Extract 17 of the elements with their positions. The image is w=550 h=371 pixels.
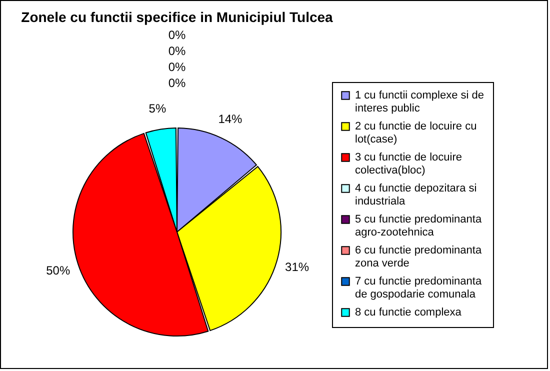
data-label: 31% <box>285 260 310 274</box>
text: 0% <box>168 28 186 42</box>
text: 0% <box>168 44 186 58</box>
data-label: 14% <box>218 112 243 126</box>
legend-label: 5 cu functie predominanta agro-zootehnica <box>355 214 482 238</box>
legend-label: 8 cu functie complexa <box>355 306 462 318</box>
legend-label: 6 cu functie predominanta zona verde <box>355 244 482 270</box>
legend-label: 4 cu functie depozitara si industriala <box>355 182 477 208</box>
text: 0% <box>168 60 186 74</box>
data-label: 50% <box>46 264 70 278</box>
data-label: 5% <box>148 102 166 116</box>
legend-label: 1 cu functii complexe si de interes public <box>355 90 484 114</box>
legend-label: 3 cu functie de locuire colectiva(bloc) <box>355 152 462 176</box>
legend-label: 7 cu functie predominanta de gospodarie comunala <box>355 276 482 300</box>
chart-title: Zonele cu functii specifice in Municipiul Tulcea <box>21 9 334 25</box>
text: 0% <box>168 76 186 90</box>
legend-label: 2 cu functie de locuire cu lot(case) <box>355 120 477 146</box>
